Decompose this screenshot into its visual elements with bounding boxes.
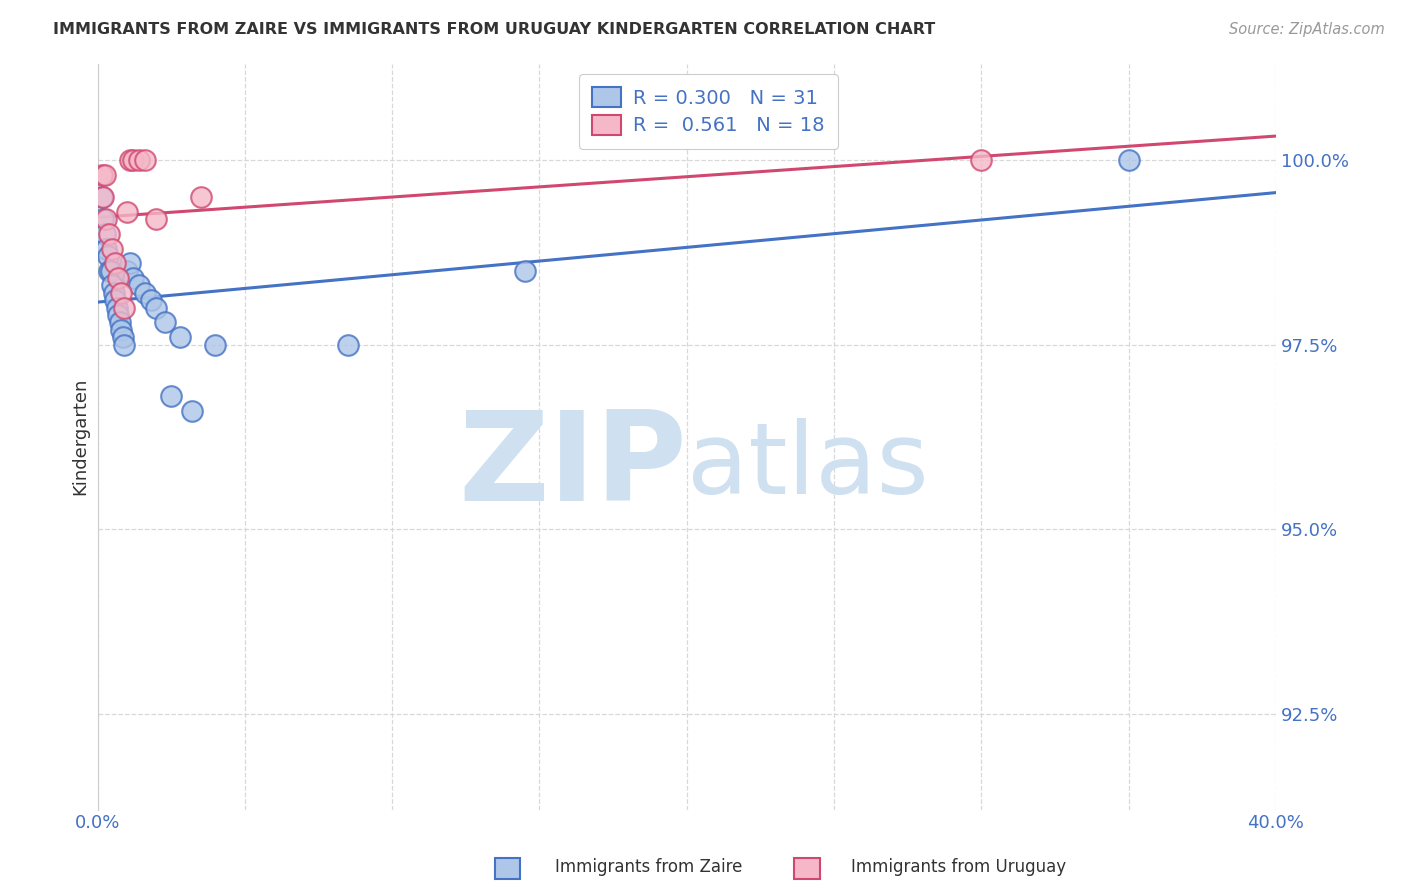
Point [128,278,150,293]
Point [105,301,128,315]
Point [96,212,118,227]
Point [180,404,202,418]
Point [970,153,993,167]
Point [107,308,129,322]
Point [139,293,162,308]
Point [110,285,132,300]
Point [101,242,124,256]
Point [98,227,121,241]
Point [91,190,114,204]
Text: Immigrants from Zaire: Immigrants from Zaire [555,858,742,876]
Point [155,315,177,329]
Point [107,271,129,285]
Y-axis label: Kindergarten: Kindergarten [72,378,89,495]
Point [336,337,359,351]
Point [112,337,135,351]
Legend: R = 0.300   N = 31, R =  0.561   N = 18: R = 0.300 N = 31, R = 0.561 N = 18 [579,74,838,149]
Point [91,168,114,182]
Point [115,204,138,219]
Point [101,278,124,293]
Point [103,285,125,300]
Point [169,330,191,344]
Point [110,323,132,337]
Point [145,301,167,315]
Text: Immigrants from Uruguay: Immigrants from Uruguay [851,858,1066,876]
Point [204,337,226,351]
Point [96,242,118,256]
Point [1118,153,1140,167]
Point [122,271,145,285]
Text: atlas: atlas [686,418,928,515]
Text: Source: ZipAtlas.com: Source: ZipAtlas.com [1229,22,1385,37]
Point [94,227,117,241]
Point [513,264,536,278]
Point [111,330,134,344]
Point [115,264,138,278]
Point [100,264,122,278]
Point [160,389,183,403]
Point [134,285,156,300]
Text: IMMIGRANTS FROM ZAIRE VS IMMIGRANTS FROM URUGUAY KINDERGARTEN CORRELATION CHART: IMMIGRANTS FROM ZAIRE VS IMMIGRANTS FROM… [53,22,935,37]
Point [94,168,117,182]
Point [128,153,150,167]
Point [118,256,141,270]
Point [190,190,212,204]
Point [118,153,141,167]
Point [134,153,156,167]
Point [108,315,131,329]
Point [93,212,115,227]
Point [122,153,145,167]
Point [145,212,167,227]
Point [97,249,120,263]
Point [93,190,115,204]
Point [104,256,127,270]
Text: ZIP: ZIP [458,406,686,527]
Point [112,301,135,315]
Point [104,293,127,308]
Point [98,264,121,278]
